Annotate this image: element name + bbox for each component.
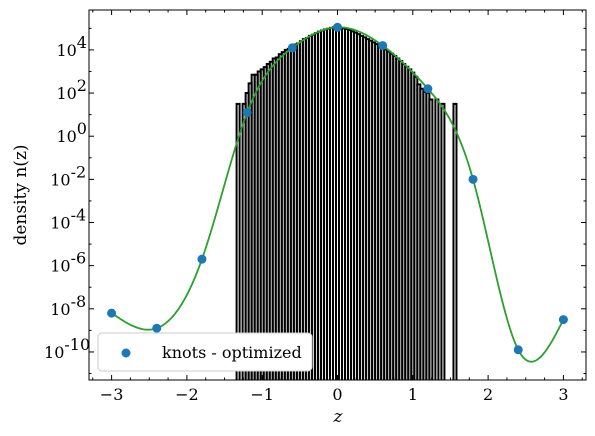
x-tick-label: −1 [250, 385, 274, 404]
y-tick-label: 10 -2 [50, 162, 86, 189]
histogram-bin [440, 102, 446, 380]
y-tick-exponent: -6 [71, 249, 87, 268]
knot-point [333, 22, 342, 32]
histogram-layer [235, 26, 458, 380]
y-tick-label: 10 2 [56, 76, 87, 103]
y-tick-exponent: 4 [77, 33, 87, 52]
knot-point [152, 323, 162, 333]
histogram-bin [428, 98, 434, 380]
y-tick-base: 10 [56, 84, 76, 103]
y-tick-base: 10 [56, 127, 76, 146]
knot-point [423, 84, 433, 94]
histogram-bin [235, 102, 241, 380]
histogram-bin [452, 102, 458, 380]
axis-ticks [89, 10, 586, 380]
y-axis-label: density n(z) [11, 144, 31, 245]
knot-point [558, 315, 568, 325]
y-tick-label: 10 -8 [50, 292, 86, 319]
legend: knots - optimized [97, 332, 313, 372]
knot-point [378, 41, 388, 51]
y-tick-base: 10 [50, 300, 70, 319]
y-tick-base: 10 [44, 343, 64, 362]
y-tick-label: 10 4 [56, 33, 87, 60]
knot-point [197, 254, 207, 264]
x-tick-label: 0 [332, 385, 342, 404]
x-tick-label: 1 [408, 385, 418, 404]
legend-box [97, 332, 313, 372]
legend-label: knots - optimized [162, 343, 302, 362]
y-tick-exponent: 0 [77, 119, 87, 138]
y-tick-exponent: -4 [71, 206, 87, 225]
y-tick-base: 10 [50, 214, 70, 233]
y-tick-label: 10 -4 [50, 206, 86, 233]
y-tick-label: 10 0 [56, 119, 87, 146]
knot-point [242, 107, 252, 117]
y-tick-label: 10 -6 [50, 249, 86, 276]
y-tick-exponent: -10 [64, 335, 90, 354]
x-axis-label: z [333, 407, 344, 427]
y-tick-exponent: 2 [77, 76, 87, 95]
x-tick-label: 3 [558, 385, 568, 404]
y-tick-base: 10 [56, 41, 76, 60]
knot-point [468, 174, 478, 184]
y-tick-label: 10 -10 [44, 335, 90, 362]
x-tick-label: 2 [483, 385, 493, 404]
x-tick-labels: −3 −2 −1 0 1 2 3 [100, 385, 569, 404]
knot-point [287, 43, 297, 53]
y-tick-base: 10 [50, 257, 70, 276]
knot-point [107, 308, 117, 318]
legend-knot-marker [121, 348, 131, 358]
y-tick-exponent: -8 [71, 292, 87, 311]
knot-point [513, 345, 523, 355]
knot-markers-layer [107, 22, 568, 355]
x-tick-label: −2 [175, 385, 199, 404]
y-tick-base: 10 [50, 170, 70, 189]
x-tick-label: −3 [100, 385, 124, 404]
y-tick-exponent: -2 [71, 162, 87, 181]
